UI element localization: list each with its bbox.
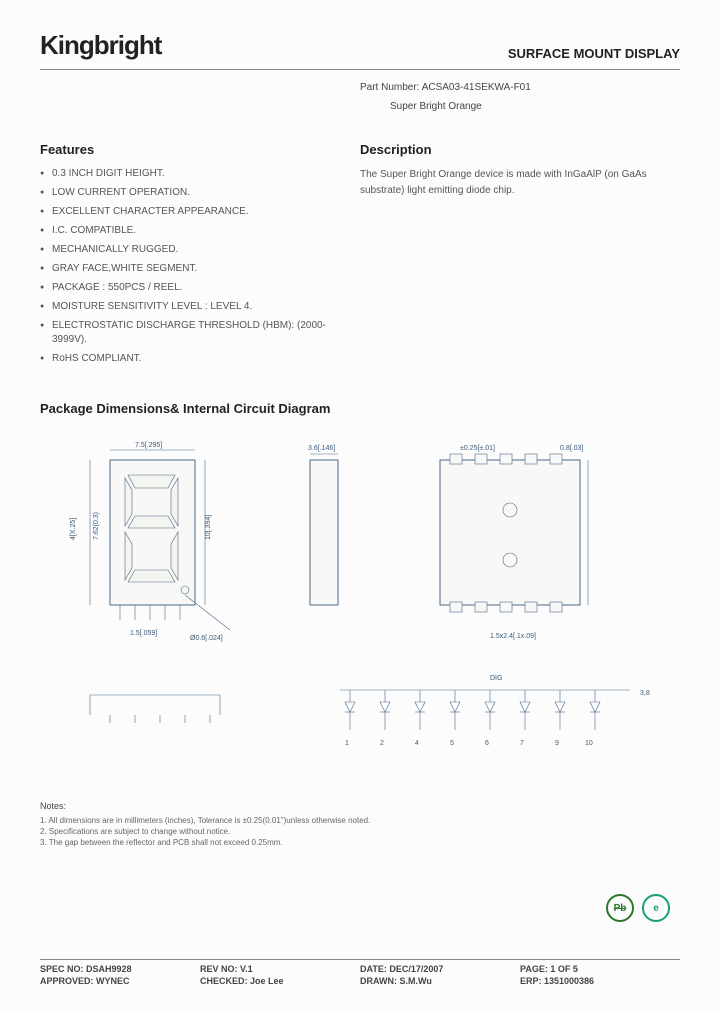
feature-item: RoHS COMPLIANT. xyxy=(40,352,340,366)
rohs-icon: e xyxy=(642,894,670,922)
page-title: SURFACE MOUNT DISPLAY xyxy=(508,46,680,61)
description-text: The Super Bright Orange device is made w… xyxy=(360,167,680,199)
footer-drawn: DRAWN: S.M.Wu xyxy=(360,976,520,986)
part-number-label: Part Number: ACSA03-41SEKWA-F01 xyxy=(360,82,680,93)
svg-text:2: 2 xyxy=(380,740,384,747)
package-dimensions-title: Package Dimensions& Internal Circuit Dia… xyxy=(40,401,680,416)
dim-pitch: 1.5[.059] xyxy=(130,630,157,637)
footer-checked: CHECKED: Joe Lee xyxy=(200,976,360,986)
dim-digit-h: 7.62(0.3) xyxy=(93,512,100,540)
footer: SPEC NO: DSAH9928 REV NO: V.1 DATE: DEC/… xyxy=(40,959,680,988)
svg-text:9: 9 xyxy=(555,740,559,747)
feature-item: 0.3 INCH DIGIT HEIGHT. xyxy=(40,167,340,181)
dim-tab-w: ±0.25[±.01] xyxy=(460,445,495,452)
brand-logo: Kingbright xyxy=(40,30,161,61)
dim-side-h: 10[.394] xyxy=(205,515,212,540)
feature-item: GRAY FACE,WHITE SEGMENT. xyxy=(40,262,340,276)
dim-depth: 3.6[.146] xyxy=(308,445,335,452)
svg-text:6: 6 xyxy=(485,740,489,747)
feature-item: MECHANICALLY RUGGED. xyxy=(40,243,340,257)
feature-item: EXCELLENT CHARACTER APPEARANCE. xyxy=(40,205,340,219)
notes-title: Notes: xyxy=(40,800,680,813)
footer-erp: ERP: 1351000386 xyxy=(520,976,680,986)
svg-text:7: 7 xyxy=(520,740,524,747)
svg-text:3,8: 3,8 xyxy=(640,690,650,697)
features-title: Features xyxy=(40,142,340,157)
feature-item: MOISTURE SENSITIVITY LEVEL : LEVEL 4. xyxy=(40,300,340,314)
note-line: 3. The gap between the reflector and PCB… xyxy=(40,837,680,848)
footer-approved: APPROVED: WYNEC xyxy=(40,976,200,986)
description-title: Description xyxy=(360,142,680,157)
pb-free-icon: Pb xyxy=(606,894,634,922)
header-rule xyxy=(40,69,680,70)
svg-text:4: 4 xyxy=(415,740,419,747)
part-number-sub: Super Bright Orange xyxy=(390,101,680,112)
dim-lead-dia: Ø0.6[.024] xyxy=(190,635,223,642)
circuit-label: DIG xyxy=(490,675,502,682)
footer-spec: SPEC NO: DSAH9928 xyxy=(40,964,200,974)
dim-height: 4[X.25] xyxy=(70,518,77,540)
svg-text:10: 10 xyxy=(585,740,593,747)
feature-item: I.C. COMPATIBLE. xyxy=(40,224,340,238)
features-list: 0.3 INCH DIGIT HEIGHT. LOW CURRENT OPERA… xyxy=(40,167,340,366)
feature-item: ELECTROSTATIC DISCHARGE THRESHOLD (HBM):… xyxy=(40,319,340,347)
svg-text:5: 5 xyxy=(450,740,454,747)
svg-text:1: 1 xyxy=(345,740,349,747)
feature-item: LOW CURRENT OPERATION. xyxy=(40,186,340,200)
package-diagram: 7.5[.295] 4[X.25] 7.62(0.3) 10[.394] 1.5… xyxy=(40,430,680,790)
dim-width: 7.5[.295] xyxy=(135,442,162,449)
footer-page: PAGE: 1 OF 5 xyxy=(520,964,680,974)
note-line: 2. Specifications are subject to change … xyxy=(40,826,680,837)
part-number-block: Part Number: ACSA03-41SEKWA-F01 Super Br… xyxy=(360,82,680,112)
footer-date: DATE: DEC/17/2007 xyxy=(360,964,520,974)
dim-tab-sp: 0.8[.03] xyxy=(560,445,583,452)
footer-rev: REV NO: V.1 xyxy=(200,964,360,974)
dim-overall: 1.5x2.4[.1x.09] xyxy=(490,633,536,640)
notes-block: Notes: 1. All dimensions are in millimet… xyxy=(40,800,680,848)
feature-item: PACKAGE : 550PCS / REEL. xyxy=(40,281,340,295)
note-line: 1. All dimensions are in millimeters (in… xyxy=(40,815,680,826)
